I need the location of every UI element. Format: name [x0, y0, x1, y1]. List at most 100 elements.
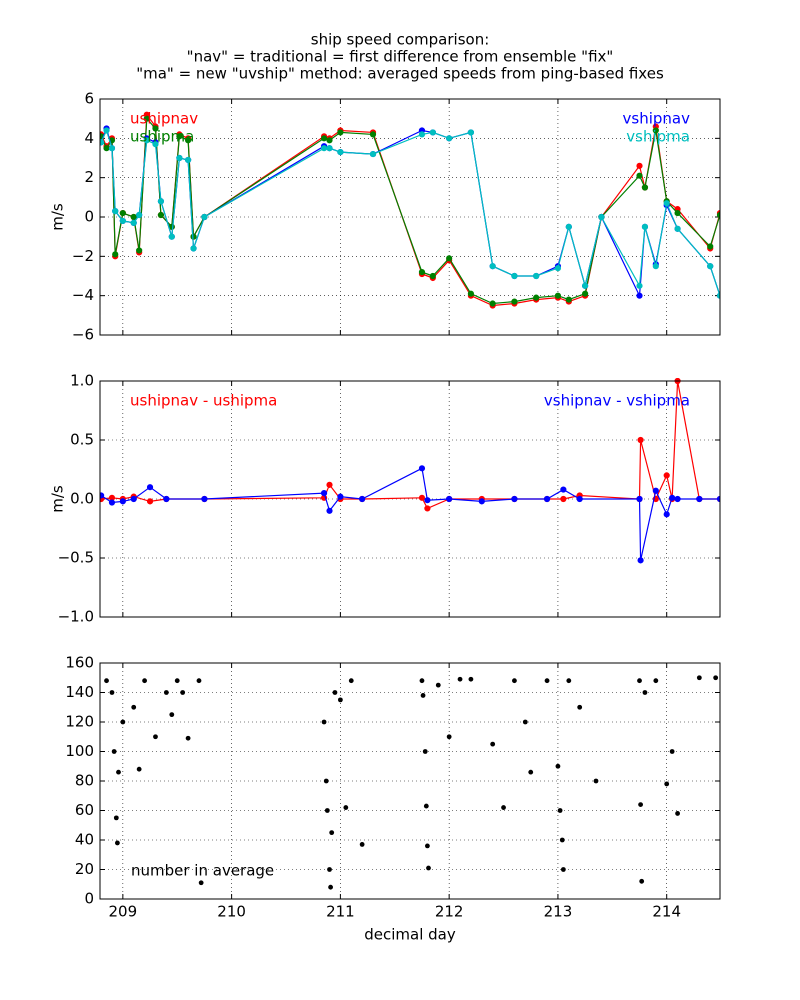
point	[104, 678, 109, 684]
point	[446, 255, 453, 262]
point	[111, 749, 117, 754]
point	[131, 704, 137, 710]
point	[435, 682, 441, 688]
point	[112, 208, 119, 215]
point	[120, 719, 126, 725]
point	[559, 837, 565, 843]
point	[157, 198, 165, 205]
point	[142, 678, 147, 684]
plot-area	[100, 111, 720, 309]
point	[565, 296, 572, 303]
point	[320, 145, 328, 152]
point	[116, 769, 121, 775]
point	[423, 803, 429, 809]
point	[544, 678, 550, 684]
point	[716, 292, 720, 299]
point	[103, 145, 110, 152]
point	[429, 129, 436, 136]
point	[130, 213, 137, 221]
y-tick-label: −6	[72, 326, 94, 344]
point	[420, 693, 426, 698]
point	[637, 557, 644, 564]
legend-label: ushipma	[130, 128, 194, 146]
point	[320, 490, 328, 497]
point	[554, 265, 562, 272]
y-tick-label: 120	[65, 713, 94, 731]
point	[143, 137, 150, 144]
point	[577, 704, 583, 710]
legend-label: vshipnav - vshipma	[544, 392, 690, 410]
point	[168, 223, 175, 230]
x-tick-label: 211	[326, 903, 355, 921]
point	[467, 290, 475, 297]
point	[674, 209, 681, 217]
point	[675, 811, 680, 816]
point	[176, 133, 183, 140]
point	[637, 678, 642, 684]
y-axis-label: m/s	[49, 203, 67, 231]
point	[652, 127, 659, 134]
point	[109, 690, 115, 695]
y-tick-label: 0	[84, 208, 94, 226]
point	[674, 495, 681, 503]
axes-frame	[99, 662, 721, 900]
point	[641, 184, 649, 191]
point	[641, 223, 649, 230]
point	[511, 298, 518, 305]
point	[100, 139, 105, 146]
point	[636, 162, 643, 169]
annotation: number in average	[131, 862, 274, 880]
point	[528, 769, 534, 775]
point	[468, 676, 474, 682]
point	[419, 678, 425, 684]
point	[446, 734, 452, 740]
point	[359, 495, 366, 503]
point	[100, 492, 105, 499]
point	[501, 805, 506, 810]
point	[636, 292, 643, 299]
point	[343, 805, 349, 810]
x-tick-label: 213	[544, 903, 573, 921]
point	[489, 263, 496, 270]
point	[180, 690, 186, 695]
point	[636, 282, 643, 289]
point	[707, 243, 714, 250]
point	[716, 211, 720, 219]
point	[153, 734, 158, 740]
point	[429, 272, 436, 280]
point	[320, 135, 328, 142]
point	[152, 125, 159, 132]
point	[185, 137, 192, 144]
point	[560, 867, 566, 872]
point	[533, 294, 540, 301]
point	[136, 247, 143, 254]
y-tick-label: 1.0	[70, 372, 94, 390]
point	[669, 749, 675, 754]
point	[112, 251, 119, 258]
point	[337, 697, 343, 703]
title-line: ship speed comparison:	[311, 31, 490, 49]
point	[119, 209, 126, 217]
point	[190, 233, 197, 240]
point	[489, 300, 496, 307]
y-tick-label: −4	[72, 286, 94, 304]
point	[418, 494, 426, 501]
point	[555, 763, 561, 769]
point	[636, 495, 643, 503]
x-tick-label: 214	[652, 903, 681, 921]
point	[198, 880, 204, 886]
point	[163, 495, 170, 503]
point	[511, 495, 518, 503]
point	[560, 486, 567, 493]
point	[119, 217, 126, 225]
point	[669, 494, 676, 501]
point	[642, 690, 648, 695]
point	[707, 263, 714, 270]
point	[369, 131, 377, 138]
y-tick-label: −0.5	[58, 549, 94, 567]
point	[576, 495, 583, 503]
point	[174, 678, 180, 684]
axes-frame	[99, 380, 721, 618]
point	[326, 481, 333, 488]
point	[185, 735, 191, 741]
